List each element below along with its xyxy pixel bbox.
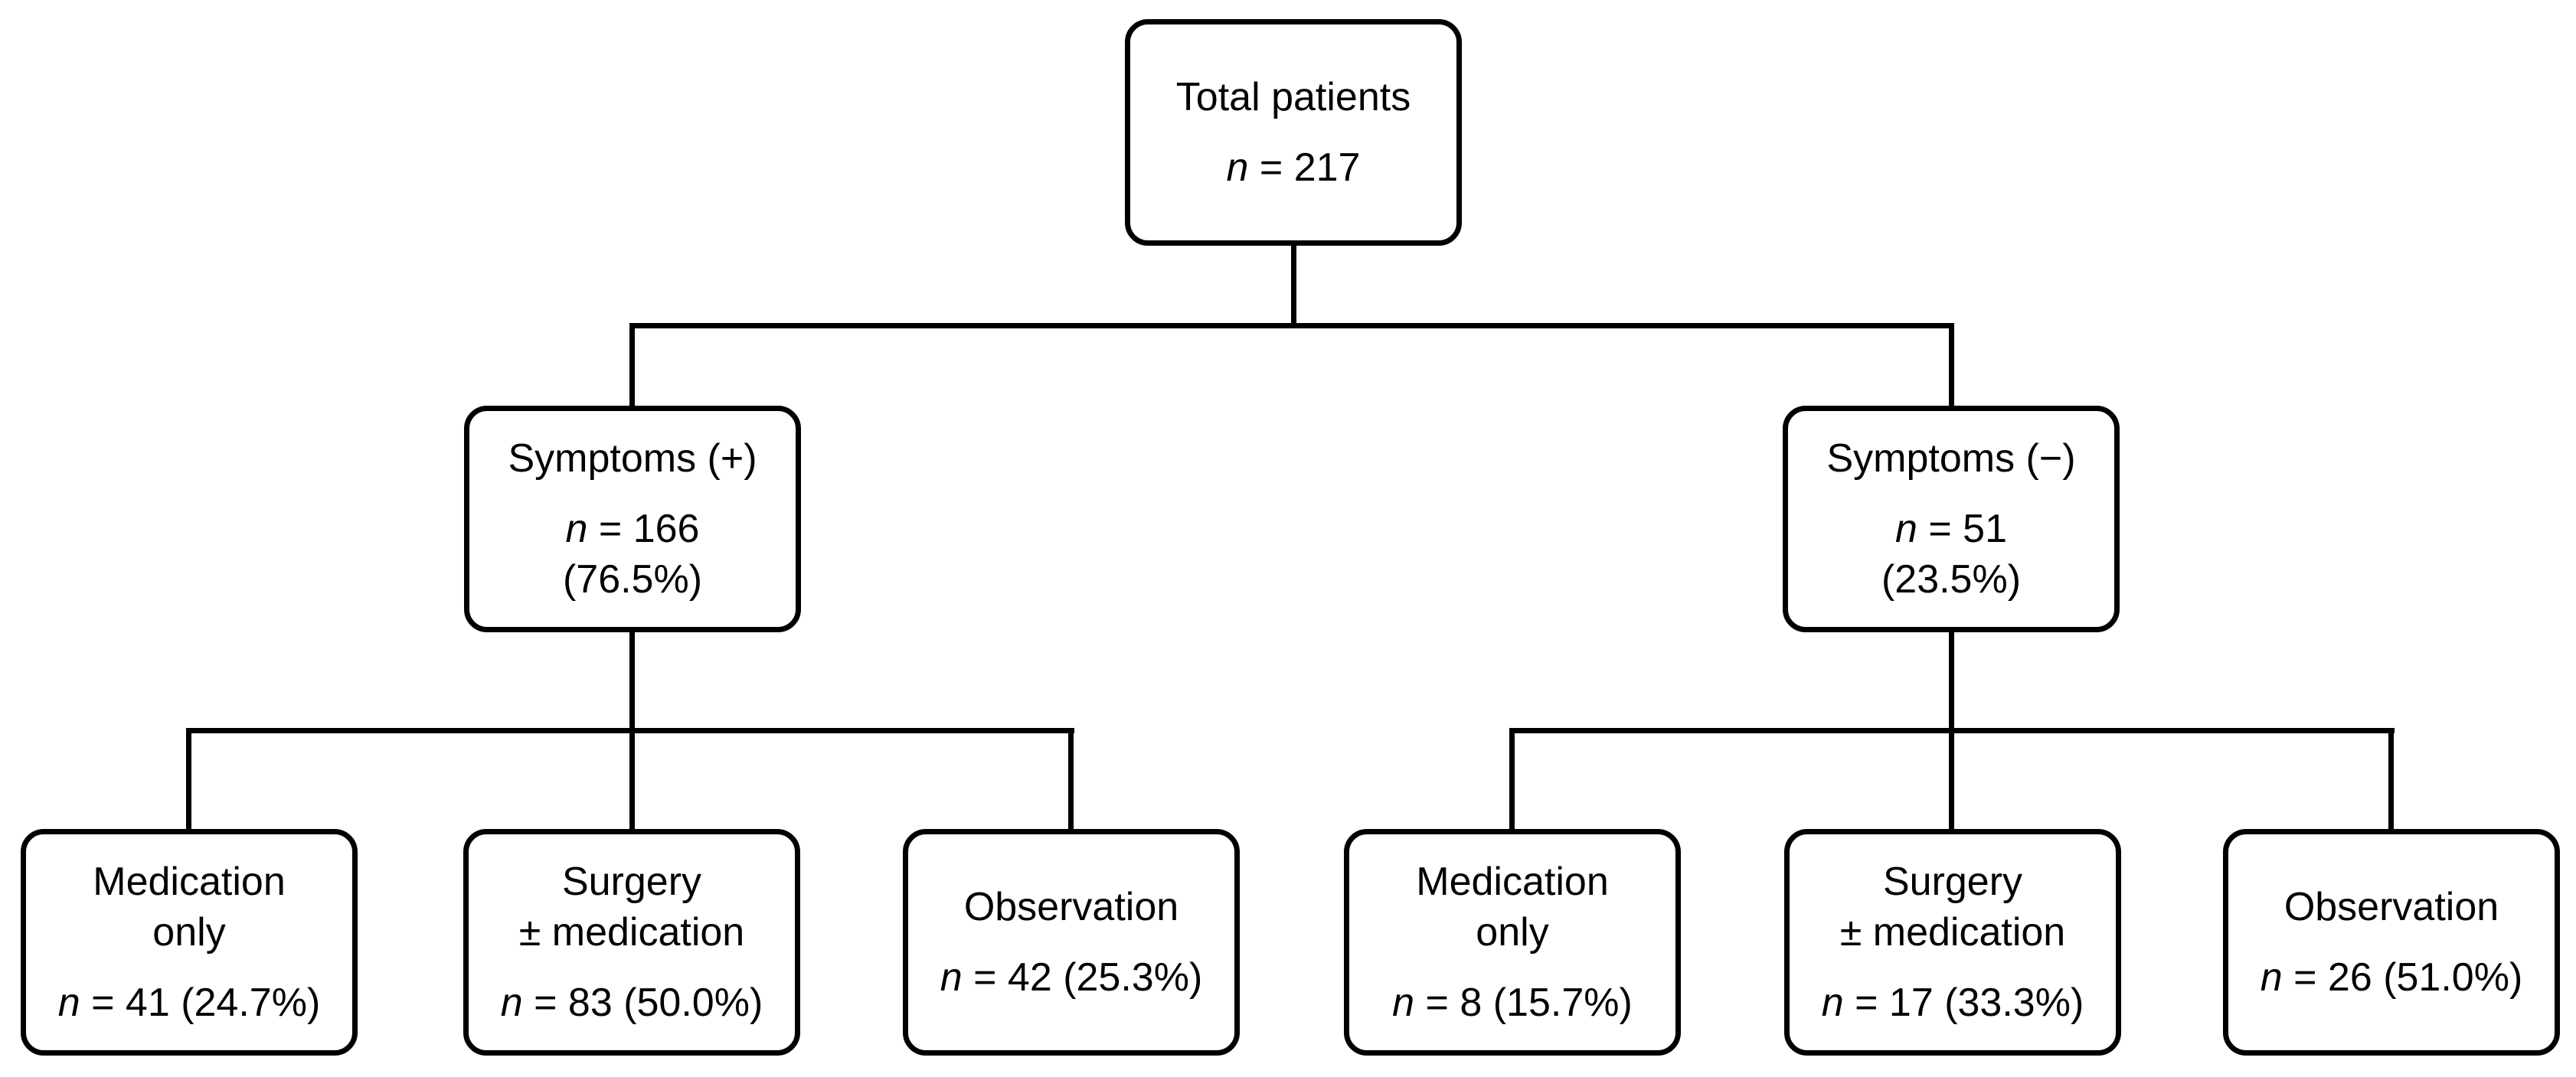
- connector-branch-right-down: [1949, 323, 1954, 409]
- connector-left-rail: [186, 728, 1074, 733]
- node-symptoms-negative: Symptoms (−) n = 51 (23.5%): [1783, 406, 2120, 632]
- connector-level1-rail: [629, 323, 1954, 328]
- node-count: n = 166: [565, 507, 700, 551]
- node-label: ± medication: [1839, 910, 2066, 955]
- connector-leaf1-down: [186, 728, 191, 831]
- node-percent: (23.5%): [1881, 557, 2022, 602]
- node-label: Surgery: [561, 860, 702, 904]
- node-label: Total patients: [1175, 75, 1411, 119]
- connector-right-rail: [1509, 728, 2395, 733]
- node-observation-asymptomatic: Observation n = 26 (51.0%): [2223, 829, 2560, 1056]
- connector-branch-left-down: [629, 323, 635, 409]
- node-medication-only-symptomatic: Medication only n = 41 (24.7%): [21, 829, 358, 1056]
- node-symptoms-positive: Symptoms (+) n = 166 (76.5%): [464, 406, 801, 632]
- node-count: n = 26 (51.0%): [2260, 955, 2523, 1000]
- connector-leaf6-down: [2388, 728, 2394, 831]
- node-count: n = 51: [1894, 507, 2008, 551]
- connector-root-down: [1291, 240, 1296, 328]
- node-percent: (76.5%): [562, 557, 703, 602]
- node-label: Observation: [963, 885, 1179, 929]
- node-label: Medication: [1416, 860, 1609, 904]
- node-medication-only-asymptomatic: Medication only n = 8 (15.7%): [1344, 829, 1681, 1056]
- node-label: Surgery: [1882, 860, 2023, 904]
- node-count: n = 42 (25.3%): [940, 955, 1203, 1000]
- node-total-patients: Total patients n = 217: [1125, 19, 1462, 246]
- connector-leaf4-down: [1509, 728, 1515, 831]
- node-count: n = 17 (33.3%): [1821, 981, 2084, 1025]
- node-label: only: [152, 910, 226, 955]
- node-count: n = 83 (50.0%): [500, 981, 763, 1025]
- node-surgery-medication-asymptomatic: Surgery ± medication n = 17 (33.3%): [1784, 829, 2121, 1056]
- node-label: Observation: [2283, 885, 2499, 929]
- node-observation-symptomatic: Observation n = 42 (25.3%): [903, 829, 1240, 1056]
- node-label: only: [1476, 910, 1549, 955]
- connector-leaf3-down: [1068, 728, 1074, 831]
- node-label: Medication: [93, 860, 286, 904]
- node-surgery-medication-symptomatic: Surgery ± medication n = 83 (50.0%): [463, 829, 800, 1056]
- node-count: n = 217: [1226, 145, 1361, 190]
- node-label: Symptoms (−): [1826, 436, 2076, 481]
- node-label: Symptoms (+): [508, 436, 757, 481]
- node-label: ± medication: [518, 910, 745, 955]
- node-count: n = 41 (24.7%): [57, 981, 321, 1025]
- node-count: n = 8 (15.7%): [1392, 981, 1633, 1025]
